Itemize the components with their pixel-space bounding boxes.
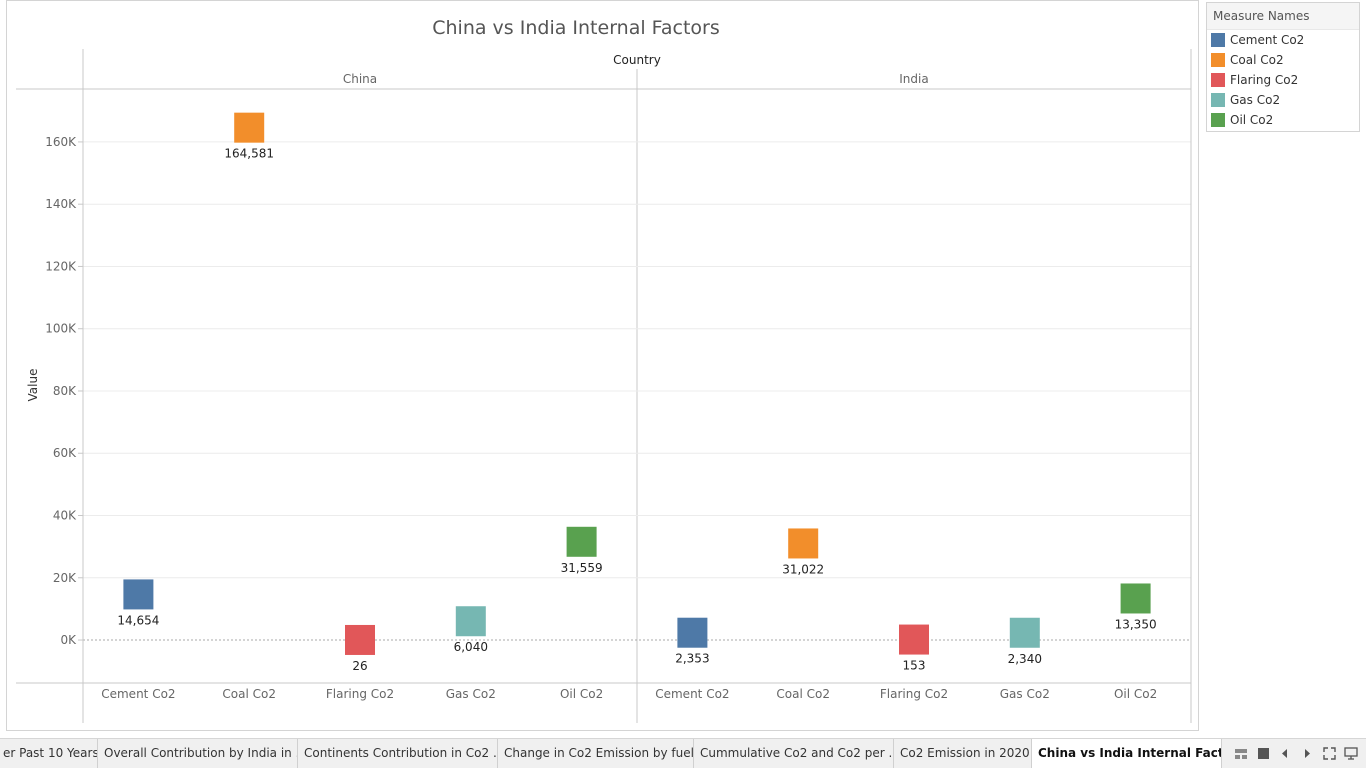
data-mark-india-coal-co2[interactable]	[788, 528, 819, 559]
tab-controls	[1230, 739, 1362, 768]
legend-swatch	[1211, 93, 1225, 107]
next-sheet-icon[interactable]	[1296, 743, 1318, 765]
data-label: 6,040	[454, 640, 488, 654]
pane-header-india: India	[899, 72, 928, 86]
single-view-icon[interactable]	[1252, 743, 1274, 765]
sheet-tab[interactable]: Cummulative Co2 and Co2 per ...	[694, 739, 894, 768]
grid-view-icon[interactable]	[1230, 743, 1252, 765]
legend-item-oil-co2[interactable]: Oil Co2	[1207, 110, 1359, 130]
legend-item-coal-co2[interactable]: Coal Co2	[1207, 50, 1359, 70]
y-tick-label: 120K	[45, 259, 77, 273]
data-label: 26	[352, 659, 367, 673]
data-label: 164,581	[224, 147, 274, 161]
fullscreen-icon[interactable]	[1318, 743, 1340, 765]
y-tick-label: 100K	[45, 322, 77, 336]
x-tick-label: Oil Co2	[1114, 687, 1157, 701]
data-mark-china-flaring-co2[interactable]	[345, 624, 375, 655]
sheet-tab[interactable]: er Past 10 Years	[0, 739, 98, 768]
x-tick-label: Coal Co2	[222, 687, 276, 701]
legend-swatch	[1211, 113, 1225, 127]
legend-swatch	[1211, 53, 1225, 67]
data-mark-china-coal-co2[interactable]	[234, 112, 265, 143]
sheet-tab[interactable]: Change in Co2 Emission by fuel	[498, 739, 694, 768]
legend-item-label: Oil Co2	[1230, 113, 1274, 127]
pane-header-china: China	[343, 72, 377, 86]
data-label: 31,022	[782, 562, 824, 576]
x-tick-label: Flaring Co2	[326, 687, 394, 701]
legend-swatch	[1211, 33, 1225, 47]
legend-swatch	[1211, 73, 1225, 87]
y-tick-label: 80K	[53, 384, 77, 398]
x-tick-label: Coal Co2	[776, 687, 830, 701]
x-tick-label: Cement Co2	[101, 687, 175, 701]
y-tick-label: 20K	[53, 571, 77, 585]
y-tick-label: 0K	[60, 633, 77, 647]
data-mark-china-cement-co2[interactable]	[123, 579, 154, 610]
data-mark-india-gas-co2[interactable]	[1009, 617, 1040, 648]
x-tick-label: Oil Co2	[560, 687, 603, 701]
x-tick-label: Flaring Co2	[880, 687, 948, 701]
y-tick-label: 40K	[53, 509, 77, 523]
data-label: 2,340	[1008, 652, 1042, 666]
y-tick-label: 60K	[53, 446, 77, 460]
x-tick-label: Gas Co2	[1000, 687, 1050, 701]
data-label: 31,559	[561, 561, 603, 575]
legend-item-cement-co2[interactable]: Cement Co2	[1207, 30, 1359, 50]
data-mark-china-oil-co2[interactable]	[566, 526, 597, 557]
y-tick-label: 160K	[45, 135, 77, 149]
data-mark-india-cement-co2[interactable]	[677, 617, 708, 648]
data-label: 14,654	[117, 613, 159, 627]
x-tick-label: Cement Co2	[655, 687, 729, 701]
sheet-tab[interactable]: Continents Contribution in Co2 ...	[298, 739, 498, 768]
prev-sheet-icon[interactable]	[1274, 743, 1296, 765]
chart-svg: China vs India Internal Factors Country …	[16, 17, 1192, 723]
y-axis-label: Value	[26, 369, 40, 402]
sheet-tab[interactable]: Co2 Emission in 2020	[894, 739, 1032, 768]
legend-item-label: Coal Co2	[1230, 53, 1284, 67]
data-label: 13,350	[1115, 617, 1157, 631]
legend: Measure Names Cement Co2 Coal Co2 Flaring …	[1206, 2, 1360, 132]
data-mark-china-gas-co2[interactable]	[455, 606, 486, 637]
legend-item-label: Flaring Co2	[1230, 73, 1299, 87]
sheet-tab[interactable]: China vs India Internal Factors	[1032, 739, 1222, 768]
chart-title: China vs India Internal Factors	[432, 17, 720, 39]
legend-item-label: Gas Co2	[1230, 93, 1281, 107]
data-mark-india-flaring-co2[interactable]	[899, 624, 929, 655]
x-tick-label: Gas Co2	[446, 687, 496, 701]
data-label: 2,353	[675, 652, 709, 666]
y-tick-label: 140K	[45, 197, 77, 211]
sheet-tab-bar: er Past 10 Years Overall Contribution by …	[0, 738, 1366, 768]
legend-title: Measure Names	[1207, 3, 1359, 30]
chart-container: China vs India Internal Factors Country …	[6, 0, 1199, 731]
legend-item-label: Cement Co2	[1230, 33, 1305, 47]
data-label: 153	[903, 659, 926, 673]
legend-item-flaring-co2[interactable]: Flaring Co2	[1207, 70, 1359, 90]
presentation-icon[interactable]	[1340, 743, 1362, 765]
data-mark-india-oil-co2[interactable]	[1120, 583, 1151, 614]
legend-item-gas-co2[interactable]: Gas Co2	[1207, 90, 1359, 110]
column-header-country: Country	[613, 53, 661, 67]
sheet-tab[interactable]: Overall Contribution by India in ...	[98, 739, 298, 768]
